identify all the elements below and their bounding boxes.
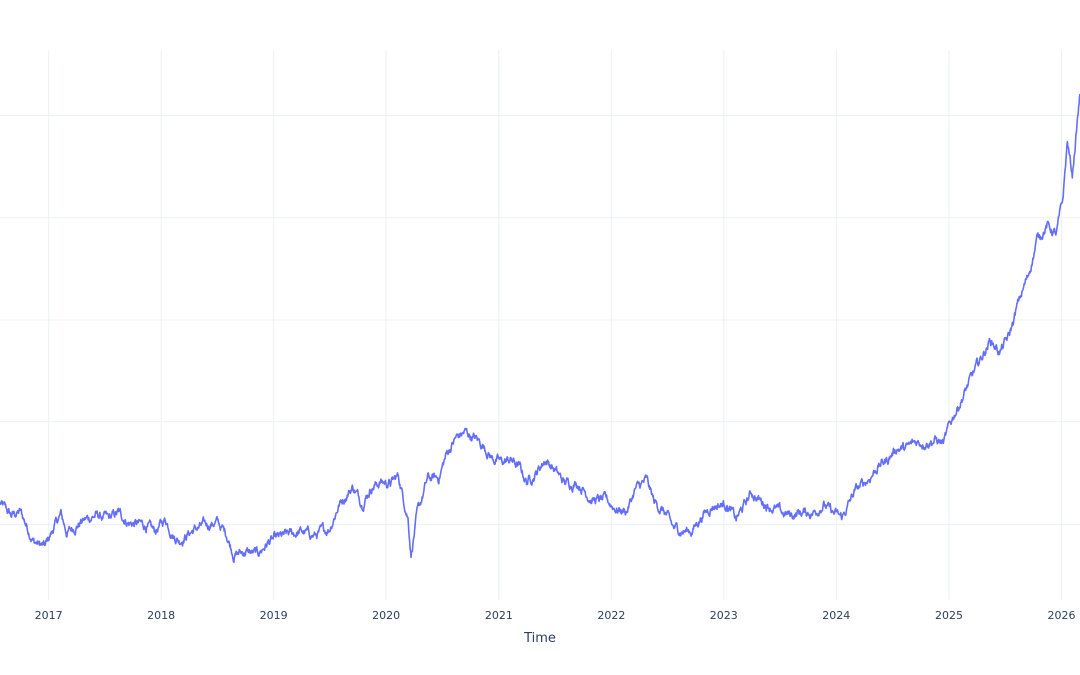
x-tick-label-2025: 2025 (935, 609, 963, 622)
x-tick-label-2019: 2019 (260, 609, 288, 622)
x-tick-label-2021: 2021 (485, 609, 513, 622)
x-axis-title: Time (523, 631, 556, 646)
x-tick-label-2017: 2017 (35, 609, 63, 622)
plot-area (0, 93, 1080, 564)
series-line-0 (0, 93, 1080, 564)
x-tick-label-2024: 2024 (822, 609, 850, 622)
x-axis-ticks: 2017 2018 2019 2020 2021 2022 2023 2024 2025 2026 (35, 609, 1076, 622)
x-tick-label-2020: 2020 (372, 609, 400, 622)
x-tick-label-2026: 2026 (1048, 609, 1076, 622)
x-tick-label-2023: 2023 (710, 609, 738, 622)
x-tick-label-2018: 2018 (147, 609, 175, 622)
x-tick-label-2022: 2022 (597, 609, 625, 622)
